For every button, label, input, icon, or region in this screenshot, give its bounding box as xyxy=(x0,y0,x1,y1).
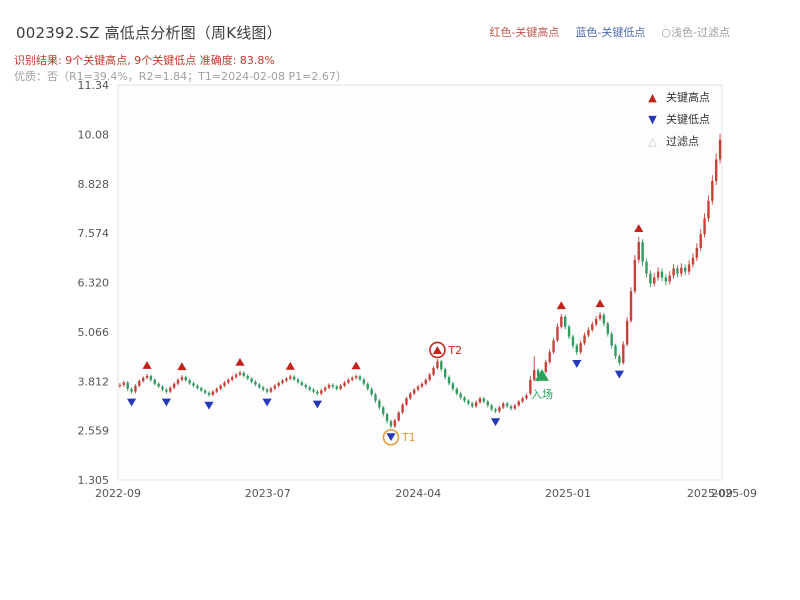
svg-text:2024-04: 2024-04 xyxy=(395,487,441,500)
legend-item-key-high: ▲ 关键高点 xyxy=(646,86,710,108)
svg-text:2022-09: 2022-09 xyxy=(95,487,141,500)
triangle-outline-icon: △ xyxy=(648,134,657,148)
svg-text:2025-01: 2025-01 xyxy=(545,487,591,500)
top-legend: 红色-关键高点 蓝色-关键低点 ○浅色-过滤点 xyxy=(489,24,730,40)
legend-label-key-low: 关键低点 xyxy=(666,113,710,126)
y-axis-labels: 11.34 10.08 8.828 7.574 6.320 5.066 3.812 2.559… xyxy=(78,79,110,487)
legend-item-key-low: ▼ 关键低点 xyxy=(646,108,710,130)
svg-text:8.828: 8.828 xyxy=(78,178,110,191)
annotations-layer: T1 T2 入场 xyxy=(382,341,553,446)
svg-text:7.574: 7.574 xyxy=(78,227,110,240)
page-title: 002392.SZ 高低点分析图（周K线图） xyxy=(16,24,282,42)
svg-text:10.08: 10.08 xyxy=(78,129,110,142)
legend-label-filter: 过滤点 xyxy=(666,135,699,148)
key-point-markers xyxy=(126,224,644,442)
svg-text:2025-09: 2025-09 xyxy=(711,487,757,500)
svg-text:2025-09: 2025-09 xyxy=(687,487,733,500)
top-legend-low-label: 蓝色-关键低点 xyxy=(575,26,646,39)
svg-text:入场: 入场 xyxy=(531,387,553,401)
top-legend-high-label: 红色-关键高点 xyxy=(489,26,560,39)
triangle-down-icon: ▼ xyxy=(648,112,657,126)
svg-text:5.066: 5.066 xyxy=(78,326,110,339)
result-summary: 识别结果: 9个关键高点, 9个关键低点 准确度: 83.8% xyxy=(14,54,275,67)
legend-label-key-high: 关键高点 xyxy=(666,91,710,104)
svg-text:2023-07: 2023-07 xyxy=(245,487,291,500)
x-axis-labels: 2022-09 2023-07 2024-04 2025-01 2025-092025-… xyxy=(95,487,757,500)
svg-text:T2: T2 xyxy=(447,344,462,357)
chart-legend: ▲ 关键高点 ▼ 关键低点 △ 过滤点 xyxy=(646,86,710,152)
triangle-up-icon: ▲ xyxy=(648,90,657,104)
svg-text:T1: T1 xyxy=(401,431,416,444)
svg-text:6.320: 6.320 xyxy=(78,277,110,290)
top-legend-filter-label: ○浅色-过滤点 xyxy=(661,26,730,39)
svg-text:11.34: 11.34 xyxy=(78,79,110,92)
legend-item-filter: △ 过滤点 xyxy=(646,130,710,152)
candles-layer xyxy=(118,133,722,429)
svg-text:2.559: 2.559 xyxy=(78,425,110,438)
svg-text:1.305: 1.305 xyxy=(78,474,110,487)
quality-line: 优质：否（R1=39.4%，R2=1.84；T1=2024-02-08 P1=2… xyxy=(14,70,347,83)
svg-text:3.812: 3.812 xyxy=(78,375,110,388)
